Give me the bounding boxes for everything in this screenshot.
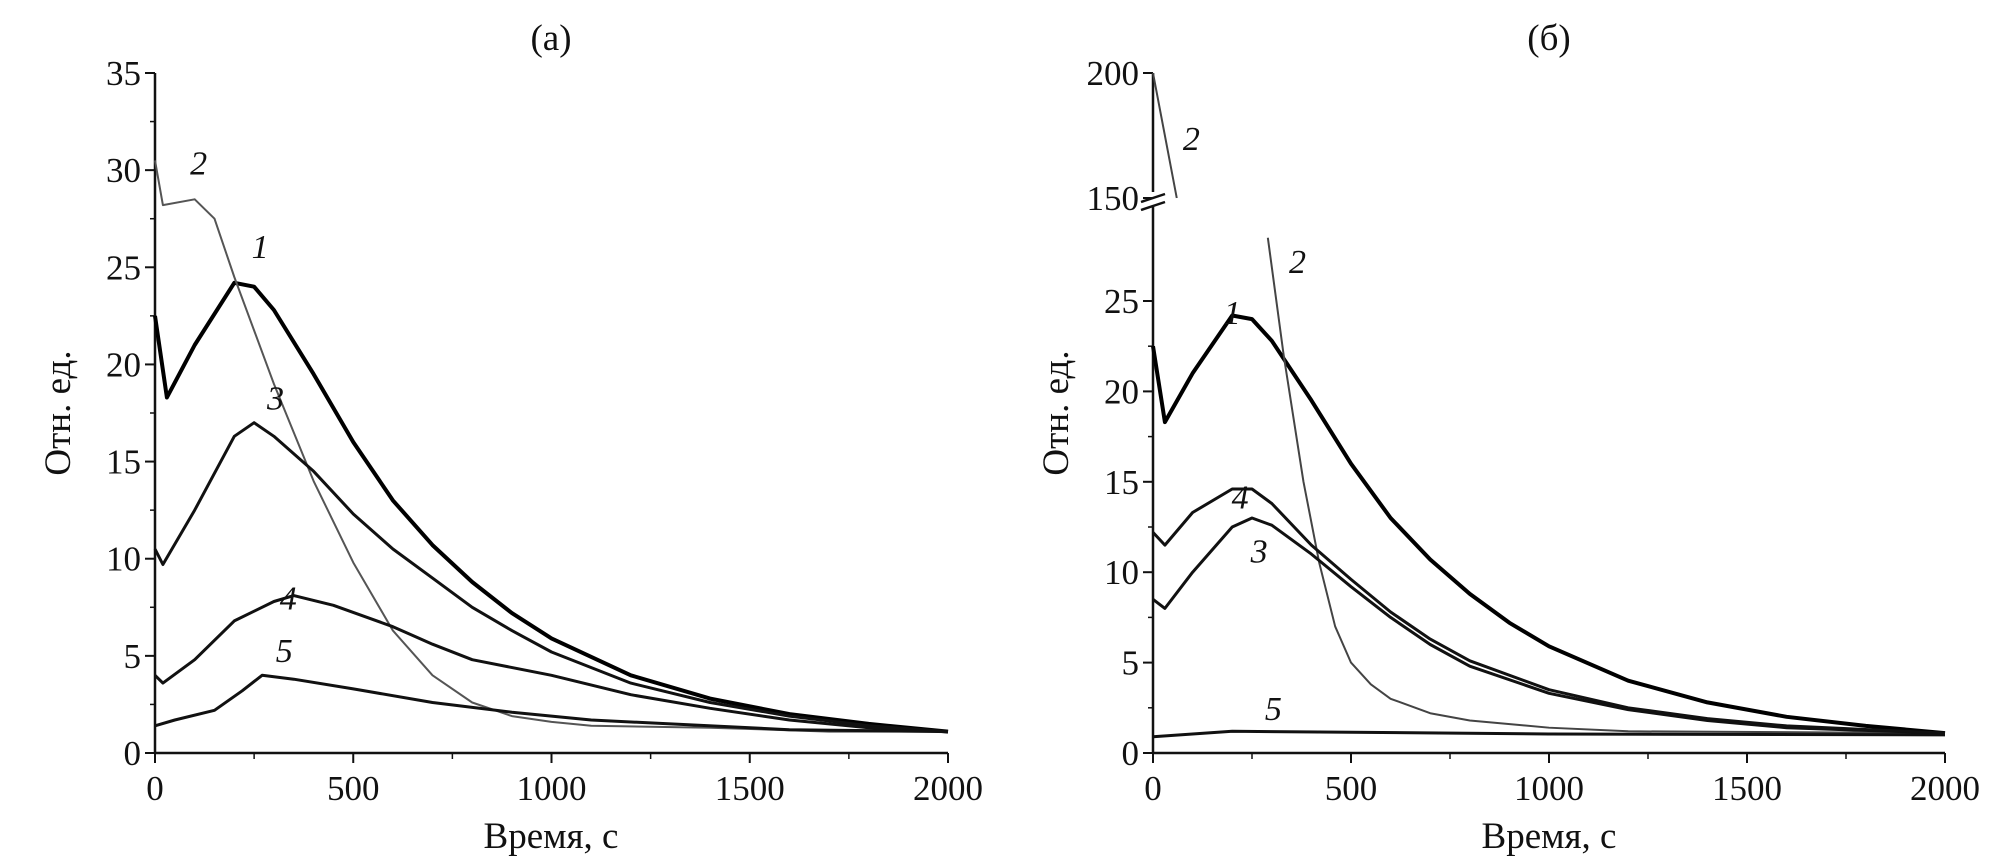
panel-a-x-tick-label: 500 (327, 769, 380, 808)
panel-a-series-3-label: 3 (266, 380, 284, 417)
panel-b-y-tick-label: 25 (1104, 282, 1139, 321)
panel-b-series-3-label: 3 (1250, 534, 1268, 571)
panel-a-y-tick-label: 10 (106, 540, 141, 579)
panel-b-chart: (б) Время, с Отн. ед. 0 500 1000 1500 2000 0 5… (1036, 18, 1980, 857)
panel-a-y-tick-label: 30 (106, 151, 141, 190)
panel-a-x-tick-label: 2000 (913, 769, 983, 808)
panel-a-y-tick-label: 35 (106, 54, 141, 93)
panel-a-chart: (a) Время, с Отн. ед. 0 500 1000 1500 2000 0 5… (38, 18, 983, 857)
panel-a-y-tick-label: 15 (106, 443, 141, 482)
panel-a-series-2-line (154, 160, 948, 733)
panel-a-series-5-line (154, 673, 949, 734)
panel-a-y-tick-label: 20 (106, 345, 141, 384)
panel-b-series-4-label: 4 (1232, 479, 1249, 516)
panel-b-title: (б) (1527, 18, 1570, 59)
panel-b-x-tick-label: 1000 (1514, 769, 1584, 808)
panel-a-series-3-line (153, 421, 949, 734)
panel-a-x-tick-label: 0 (146, 769, 164, 808)
panel-a-series-4-line (153, 594, 949, 734)
panel-b-x-tick-label: 2000 (1910, 769, 1980, 808)
panel-a-title: (a) (530, 18, 571, 59)
panel-b-series-5-label: 5 (1265, 691, 1282, 728)
panel-a-x-tick-label: 1500 (715, 769, 785, 808)
panel-b-y-tick-label: 150 (1087, 179, 1140, 218)
panel-a-x-tick-label: 1000 (517, 769, 587, 808)
panel-a-y-tick-label: 0 (124, 734, 142, 773)
panel-a-series-5-label: 5 (276, 633, 293, 670)
panel-b-series-4-line (1151, 487, 1946, 735)
panel-a-series-2-label: 2 (190, 145, 207, 182)
panel-b-series-3-line (1152, 516, 1946, 735)
panel-a-series-1-line (153, 280, 949, 734)
panel-b-series-2-upper-label: 2 (1183, 121, 1200, 158)
panel-b-y-tick-label: 200 (1087, 54, 1140, 93)
panel-b-series-1-line (1151, 313, 1946, 736)
panel-b-y-tick-label: 10 (1104, 553, 1139, 592)
panel-a-series-4-label: 4 (280, 581, 297, 618)
panel-b-series-2-line (1152, 72, 1946, 735)
panel-b-x-tick-label: 1500 (1712, 769, 1782, 808)
panel-b-x-tick-label: 500 (1325, 769, 1378, 808)
panel-a-xlabel: Время, с (484, 816, 619, 857)
panel-b-series-5-line (1152, 729, 1946, 739)
panel-a-y-tick-label: 25 (106, 248, 141, 287)
panel-b-series-2-label: 2 (1289, 244, 1306, 281)
panel-b-y-tick-label: 5 (1122, 644, 1140, 683)
panel-b-y-tick-label: 20 (1104, 372, 1139, 411)
panel-b-y-tick-label: 0 (1122, 734, 1140, 773)
panel-b-x-tick-label: 0 (1144, 769, 1162, 808)
panel-b-xlabel: Время, с (1482, 816, 1617, 857)
panel-a-ylabel: Отн. ед. (38, 350, 79, 475)
panel-b-ylabel: Отн. ед. (1036, 350, 1077, 475)
panel-a-y-tick-label: 5 (124, 637, 142, 676)
panel-a-series-1-label: 1 (252, 229, 269, 266)
panel-b-y-tick-label: 15 (1104, 463, 1139, 502)
panel-b-series-1-label: 1 (1224, 295, 1241, 332)
